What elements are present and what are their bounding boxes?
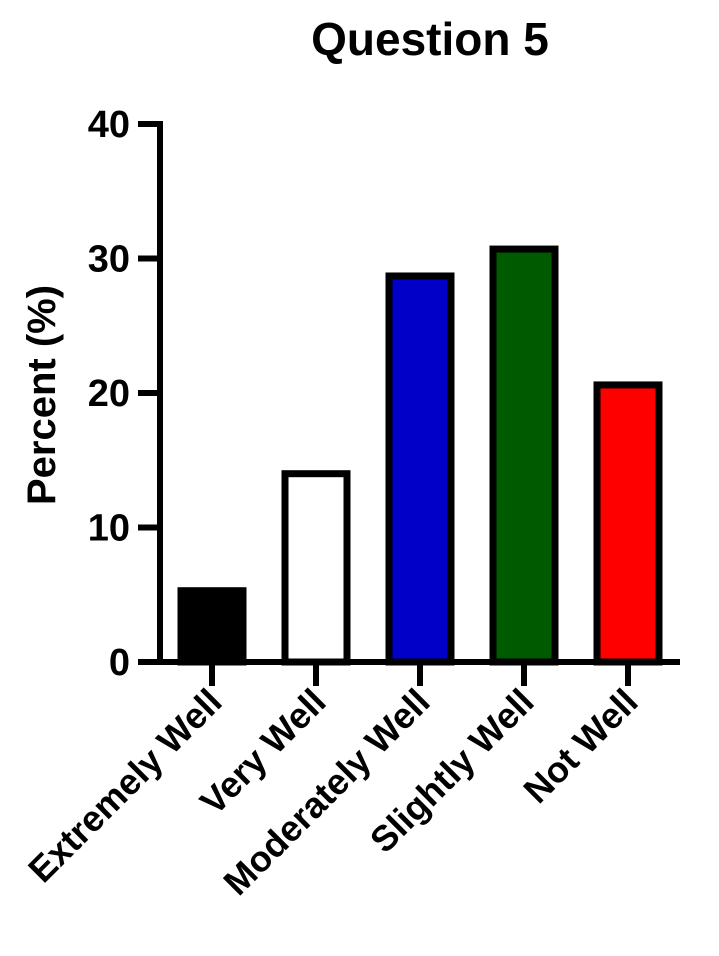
- y-ticks-group: 0 10 20 30 40: [88, 104, 160, 684]
- y-tick-label: 0: [109, 642, 130, 684]
- y-axis-title: Percent (%): [20, 285, 64, 505]
- x-tick-label: Extremely Well: [20, 681, 230, 891]
- chart-title: Question 5: [311, 13, 549, 65]
- y-tick-label: 20: [88, 373, 130, 415]
- bar-slightly-well: [489, 245, 559, 666]
- y-tick-label: 40: [88, 104, 130, 146]
- bar-moderately-well: [385, 272, 455, 666]
- y-tick-label: 10: [88, 508, 130, 550]
- bar-extremely-well: [177, 587, 247, 666]
- bar-not-well: [593, 381, 663, 666]
- x-tick-label: Not Well: [515, 681, 645, 811]
- y-tick-label: 30: [88, 239, 130, 281]
- bars-group: [177, 245, 663, 666]
- bar-very-well: [281, 470, 351, 666]
